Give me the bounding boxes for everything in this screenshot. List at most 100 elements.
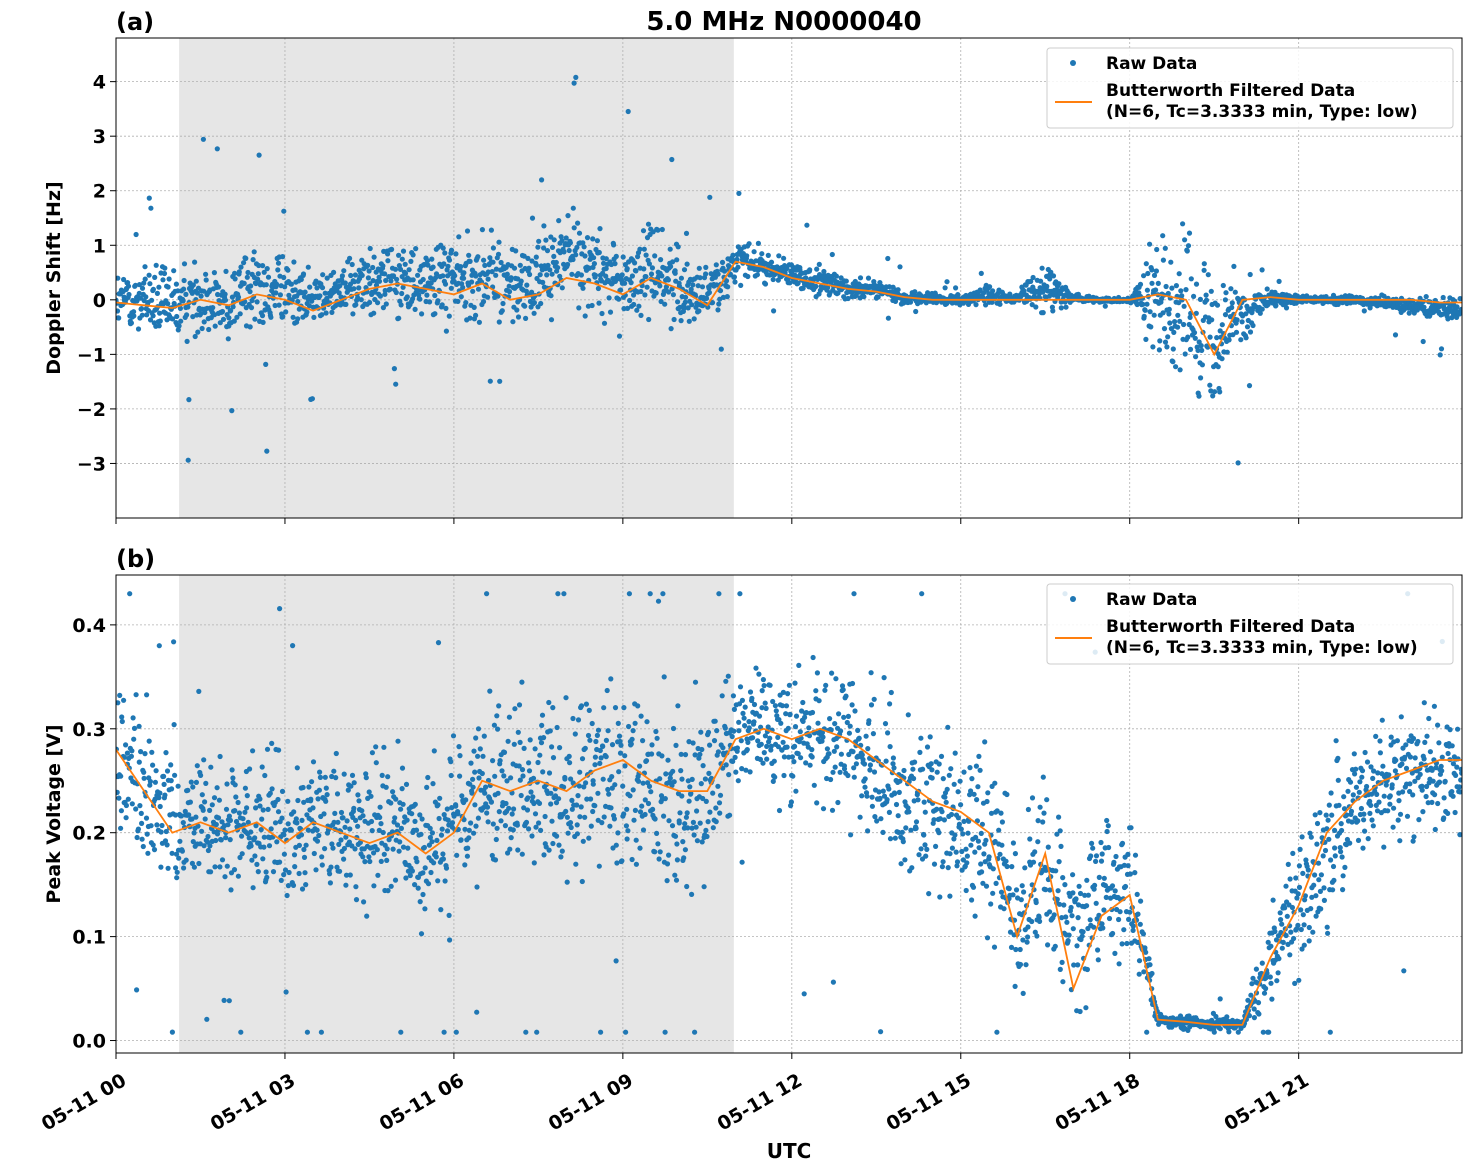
raw-data-point — [1064, 920, 1069, 925]
raw-data-point — [317, 293, 322, 298]
raw-data-point — [684, 815, 689, 820]
raw-data-point — [403, 875, 408, 880]
raw-data-point — [418, 832, 423, 837]
raw-data-point — [184, 858, 189, 863]
raw-data-point — [500, 308, 505, 313]
raw-data-point — [320, 862, 325, 867]
raw-data-point — [619, 858, 624, 863]
raw-data-point — [1105, 829, 1110, 834]
raw-data-point — [185, 788, 190, 793]
raw-data-point — [756, 672, 761, 677]
raw-data-point — [356, 798, 361, 803]
raw-data-point — [929, 767, 934, 772]
raw-data-point — [274, 839, 279, 844]
raw-data-point — [718, 793, 723, 798]
raw-data-point — [772, 759, 777, 764]
raw-data-point — [633, 808, 638, 813]
raw-data-point — [282, 852, 287, 857]
raw-data-point — [291, 315, 296, 320]
raw-data-point — [1315, 821, 1320, 826]
raw-data-point — [506, 739, 511, 744]
raw-data-point — [1126, 863, 1131, 868]
raw-data-point — [1298, 907, 1303, 912]
raw-data-point — [210, 305, 215, 310]
raw-data-point — [575, 221, 580, 226]
raw-data-point — [886, 786, 891, 791]
raw-data-point — [148, 779, 153, 784]
raw-data-point — [1022, 865, 1027, 870]
raw-data-point — [679, 276, 684, 281]
raw-data-point — [449, 773, 454, 778]
raw-data-point — [1102, 876, 1107, 881]
raw-data-point — [1018, 962, 1023, 967]
raw-data-point — [1247, 383, 1252, 388]
raw-data-point — [273, 290, 278, 295]
raw-data-point — [268, 791, 273, 796]
raw-data-point — [597, 226, 602, 231]
raw-data-point — [316, 833, 321, 838]
raw-data-point — [353, 884, 358, 889]
raw-data-point — [700, 284, 705, 289]
raw-data-point — [444, 866, 449, 871]
raw-data-point — [221, 317, 226, 322]
raw-data-point — [238, 1030, 243, 1035]
raw-data-point — [1212, 389, 1217, 394]
raw-data-point — [355, 792, 360, 797]
raw-data-point — [1070, 890, 1075, 895]
raw-data-point — [723, 726, 728, 731]
raw-data-point — [972, 850, 977, 855]
raw-data-point — [611, 242, 616, 247]
raw-data-point — [148, 206, 153, 211]
raw-data-point — [291, 883, 296, 888]
raw-data-point — [639, 804, 644, 809]
raw-data-point — [631, 728, 636, 733]
raw-data-point — [1220, 322, 1225, 327]
raw-data-point — [1187, 231, 1192, 236]
raw-data-point — [335, 820, 340, 825]
raw-data-point — [212, 795, 217, 800]
raw-data-point — [884, 759, 889, 764]
raw-data-point — [1164, 284, 1169, 289]
raw-data-point — [325, 792, 330, 797]
raw-data-point — [126, 284, 131, 289]
raw-data-point — [118, 826, 123, 831]
raw-data-point — [266, 275, 271, 280]
raw-data-point — [475, 754, 480, 759]
raw-data-point — [350, 773, 355, 778]
raw-data-point — [618, 743, 623, 748]
raw-data-point — [434, 838, 439, 843]
raw-data-point — [143, 277, 148, 282]
raw-data-point — [203, 781, 208, 786]
raw-data-point — [925, 744, 930, 749]
raw-data-point — [261, 320, 266, 325]
raw-data-point — [355, 824, 360, 829]
raw-data-point — [429, 257, 434, 262]
raw-data-point — [641, 781, 646, 786]
raw-data-point — [1145, 288, 1150, 293]
raw-data-point — [1288, 930, 1293, 935]
raw-data-point — [872, 697, 877, 702]
raw-data-point — [226, 336, 231, 341]
raw-data-point — [850, 681, 855, 686]
raw-data-point — [738, 283, 743, 288]
raw-data-point — [472, 770, 477, 775]
raw-data-point — [766, 253, 771, 258]
raw-data-point — [949, 812, 954, 817]
raw-data-point — [1209, 317, 1214, 322]
raw-data-point — [726, 772, 731, 777]
raw-data-point — [883, 721, 888, 726]
raw-data-point — [118, 774, 123, 779]
raw-data-point — [735, 265, 740, 270]
raw-data-point — [850, 702, 855, 707]
raw-data-point — [478, 746, 483, 751]
raw-data-point — [1077, 884, 1082, 889]
raw-data-point — [499, 768, 504, 773]
raw-data-point — [1256, 1000, 1261, 1005]
raw-data-point — [833, 765, 838, 770]
raw-data-point — [1050, 308, 1055, 313]
raw-data-point — [859, 793, 864, 798]
raw-data-point — [155, 291, 160, 296]
raw-data-point — [443, 306, 448, 311]
